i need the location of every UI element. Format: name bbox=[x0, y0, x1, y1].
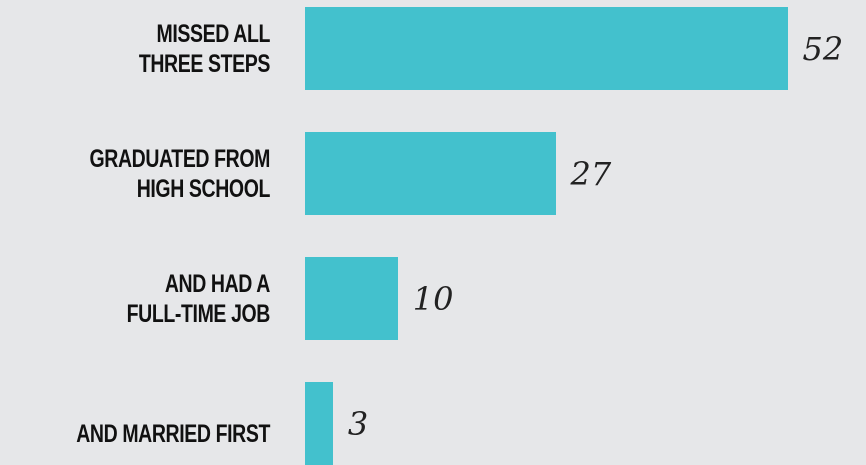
value-label: 3 bbox=[347, 404, 369, 443]
value-label: 10 bbox=[412, 279, 454, 318]
bar bbox=[305, 7, 788, 90]
value-label: 52 bbox=[802, 29, 844, 68]
category-label: AND MARRIED FIRST bbox=[76, 420, 270, 448]
category-label: MISSED ALL THREE STEPS bbox=[138, 19, 271, 78]
category-label: GRADUATED FROM HIGH SCHOOL bbox=[89, 144, 271, 203]
bar bbox=[305, 382, 333, 465]
bar bbox=[305, 257, 398, 340]
category-label: AND HAD A FULL-TIME JOB bbox=[126, 269, 271, 328]
bar bbox=[305, 132, 556, 215]
value-label: 27 bbox=[570, 154, 612, 193]
